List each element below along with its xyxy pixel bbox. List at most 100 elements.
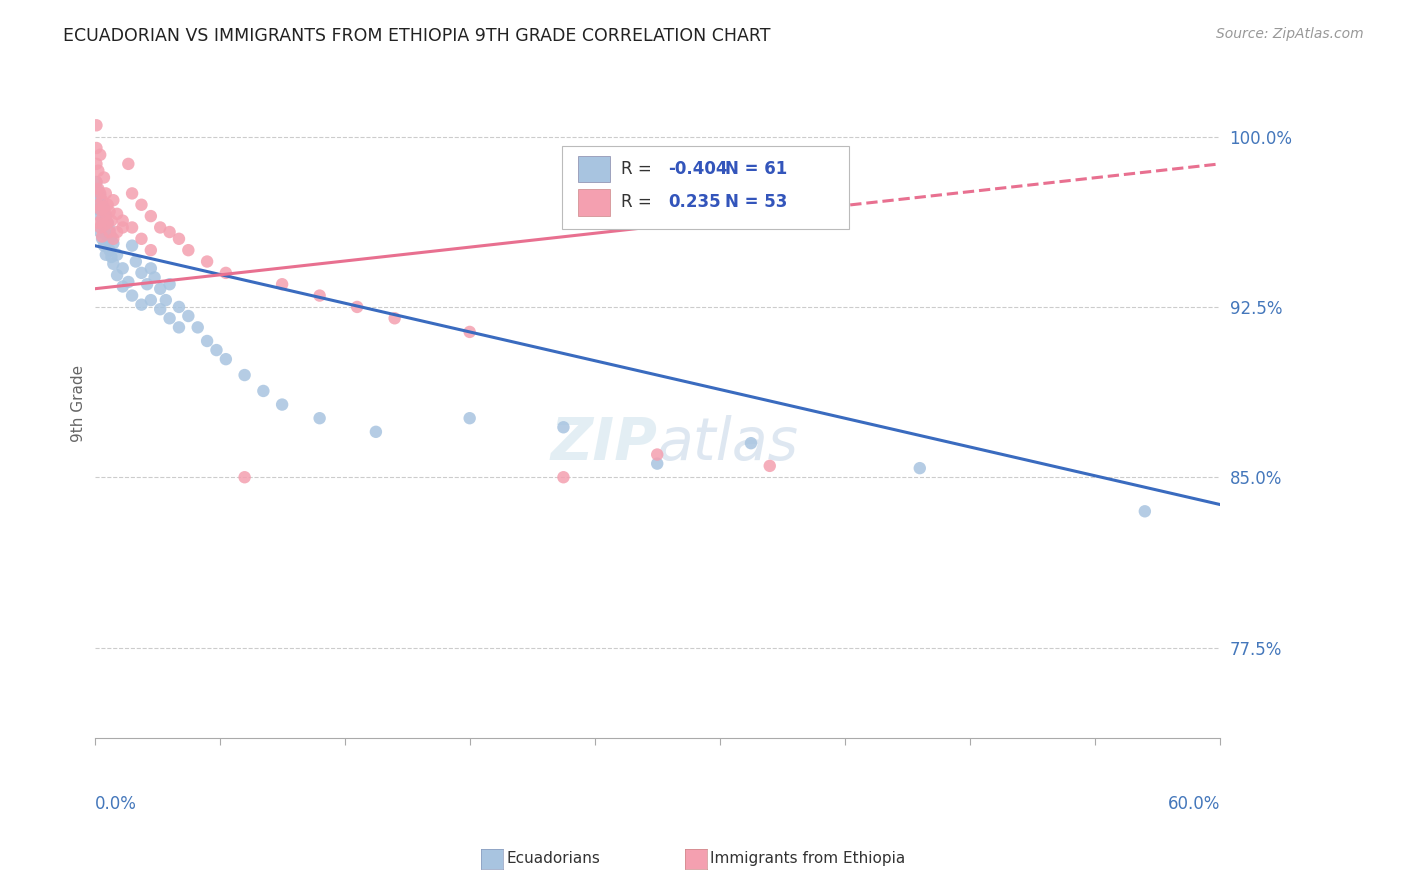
Point	[252, 384, 274, 398]
Point	[908, 461, 931, 475]
Point	[97, 198, 120, 212]
Text: atlas: atlas	[657, 415, 799, 472]
Point	[111, 220, 134, 235]
Text: ECUADORIAN VS IMMIGRANTS FROM ETHIOPIA 9TH GRADE CORRELATION CHART: ECUADORIAN VS IMMIGRANTS FROM ETHIOPIA 9…	[63, 27, 770, 45]
Point	[93, 220, 115, 235]
Point	[87, 216, 110, 230]
Point	[98, 225, 121, 239]
Point	[125, 254, 148, 268]
Point	[167, 320, 190, 334]
Point	[91, 232, 114, 246]
Point	[100, 229, 122, 244]
Point	[87, 202, 110, 217]
Point	[149, 220, 172, 235]
Point	[167, 232, 190, 246]
Point	[215, 352, 238, 367]
Point	[100, 250, 122, 264]
Point	[93, 170, 115, 185]
Point	[93, 202, 115, 217]
Point	[143, 270, 166, 285]
Text: N = 53: N = 53	[724, 194, 787, 211]
Point	[105, 225, 128, 239]
Point	[139, 261, 162, 276]
Point	[89, 148, 111, 162]
Point	[553, 470, 575, 484]
Point	[89, 225, 111, 239]
Point	[86, 141, 108, 155]
Point	[740, 436, 762, 450]
Point	[87, 163, 110, 178]
Point	[86, 175, 108, 189]
Point	[87, 184, 110, 198]
Point	[86, 157, 108, 171]
Point	[139, 243, 162, 257]
Point	[89, 186, 111, 201]
Point	[139, 209, 162, 223]
Point	[645, 457, 668, 471]
Point	[121, 238, 143, 252]
Point	[177, 309, 200, 323]
Point	[117, 157, 139, 171]
Point	[91, 211, 114, 226]
FancyBboxPatch shape	[578, 155, 610, 182]
Point	[91, 193, 114, 207]
Point	[167, 300, 190, 314]
Point	[187, 320, 209, 334]
Point	[97, 234, 120, 248]
Point	[103, 257, 125, 271]
Point	[177, 243, 200, 257]
Point	[97, 216, 120, 230]
Point	[87, 198, 110, 212]
Point	[91, 198, 114, 212]
Text: ZIP: ZIP	[550, 415, 657, 472]
Point	[364, 425, 387, 439]
Point	[308, 411, 330, 425]
Point	[553, 420, 575, 434]
Point	[98, 204, 121, 219]
Point	[100, 213, 122, 227]
Point	[1133, 504, 1156, 518]
Point	[121, 186, 143, 201]
Point	[233, 368, 256, 382]
Point	[159, 277, 181, 292]
Point	[86, 175, 108, 189]
Point	[98, 223, 121, 237]
Point	[458, 325, 481, 339]
Point	[136, 277, 159, 292]
Text: R =: R =	[621, 160, 657, 178]
Point	[93, 238, 115, 252]
Point	[91, 216, 114, 230]
Text: -0.404: -0.404	[668, 160, 728, 178]
Point	[94, 227, 117, 242]
Point	[105, 207, 128, 221]
Point	[86, 118, 108, 132]
Text: Immigrants from Ethiopia: Immigrants from Ethiopia	[710, 851, 905, 865]
Point	[384, 311, 406, 326]
Point	[94, 248, 117, 262]
Point	[205, 343, 228, 357]
Point	[98, 243, 121, 257]
Point	[271, 277, 294, 292]
Text: Ecuadorians: Ecuadorians	[506, 851, 600, 865]
Point	[87, 182, 110, 196]
Point	[159, 225, 181, 239]
Text: Source: ZipAtlas.com: Source: ZipAtlas.com	[1216, 27, 1364, 41]
Point	[89, 202, 111, 217]
Point	[121, 288, 143, 302]
Text: 60.0%: 60.0%	[1167, 795, 1220, 814]
Point	[94, 209, 117, 223]
Y-axis label: 9th Grade: 9th Grade	[72, 365, 86, 442]
Point	[111, 279, 134, 293]
Point	[93, 218, 115, 232]
Point	[233, 470, 256, 484]
Point	[94, 207, 117, 221]
Point	[97, 216, 120, 230]
FancyBboxPatch shape	[578, 189, 610, 216]
Point	[131, 198, 153, 212]
Point	[215, 266, 238, 280]
Point	[111, 261, 134, 276]
Point	[105, 268, 128, 282]
Point	[149, 282, 172, 296]
Point	[346, 300, 368, 314]
Point	[131, 298, 153, 312]
